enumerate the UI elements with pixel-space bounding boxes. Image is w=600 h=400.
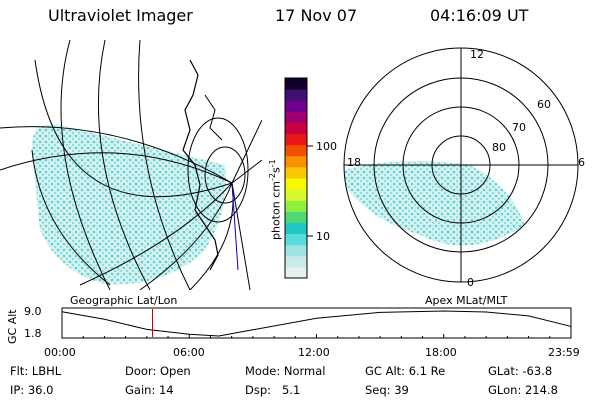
geo-map-label: Geographic Lat/Lon: [70, 294, 178, 307]
mlt-label-0: 0: [467, 276, 474, 289]
colorbar-segment: [285, 144, 307, 157]
mlt-label-12: 12: [470, 48, 484, 61]
instrument-title: Ultraviolet Imager: [48, 6, 193, 25]
colorbar-segment: [285, 155, 307, 168]
colorbar-segment: [285, 100, 307, 112]
status-glon: GLon: 214.8: [488, 383, 558, 397]
polar-plot-label: Apex MLat/MLT: [425, 294, 508, 307]
colorbar-segment: [285, 200, 307, 212]
timeline-ytick-max: 9.0: [24, 305, 42, 318]
status-filter: Flt: LBHL: [10, 364, 62, 378]
timeline-xtick-3: 18:00: [425, 346, 457, 359]
time-label: 04:16:09 UT: [430, 6, 529, 25]
status-gcalt: GC Alt: 6.1 Re: [365, 364, 446, 378]
colorbar-segment: [285, 111, 307, 123]
lat-label-80: 80: [492, 141, 506, 154]
status-gain: Gain: 14: [125, 383, 174, 397]
status-dsp: Dsp: 5.1: [245, 383, 301, 397]
altitude-curve: [61, 310, 571, 337]
timeline-xtick-4: 23:59: [548, 346, 580, 359]
colorbar-segment: [285, 222, 307, 235]
colorbar-segment: [285, 189, 307, 201]
date-label: 17 Nov 07: [275, 6, 358, 25]
colorbar-segment: [285, 178, 307, 190]
timeline-ytick-min: 1.8: [24, 327, 42, 340]
timeline-xtick-1: 06:00: [173, 346, 205, 359]
colorbar-segment: [285, 255, 307, 268]
colorbar-segment: [285, 133, 307, 146]
status-mode: Mode: Normal: [245, 364, 326, 378]
colorbar-tick-100: 100: [316, 140, 337, 153]
colorbar-segment: [285, 166, 307, 179]
status-seq: Seq: 39: [365, 383, 409, 397]
status-glat: GLat: -63.8: [488, 364, 553, 378]
timeline-xtick-0: 00:00: [44, 346, 76, 359]
colorbar-segment: [285, 244, 307, 257]
geo-emission: [31, 124, 226, 286]
status-door: Door: Open: [125, 364, 191, 378]
mlt-label-18: 18: [347, 156, 361, 169]
colorbar-segment: [285, 122, 307, 135]
mlt-label-6: 6: [578, 156, 585, 169]
polar-emission: [344, 161, 525, 246]
timeline-xtick-2: 12:00: [298, 346, 330, 359]
colorbar-segment: [285, 211, 307, 223]
lat-label-70: 70: [512, 121, 526, 134]
lat-label-60: 60: [537, 98, 551, 111]
colorbar-segment: [285, 266, 307, 279]
colorbar-segment: [285, 89, 307, 101]
status-ip: IP: 36.0: [10, 383, 54, 397]
colorbar-segment: [285, 233, 307, 246]
colorbar-segment: [285, 78, 307, 90]
colorbar-tick-10: 10: [316, 230, 330, 243]
coastline: [182, 59, 219, 271]
